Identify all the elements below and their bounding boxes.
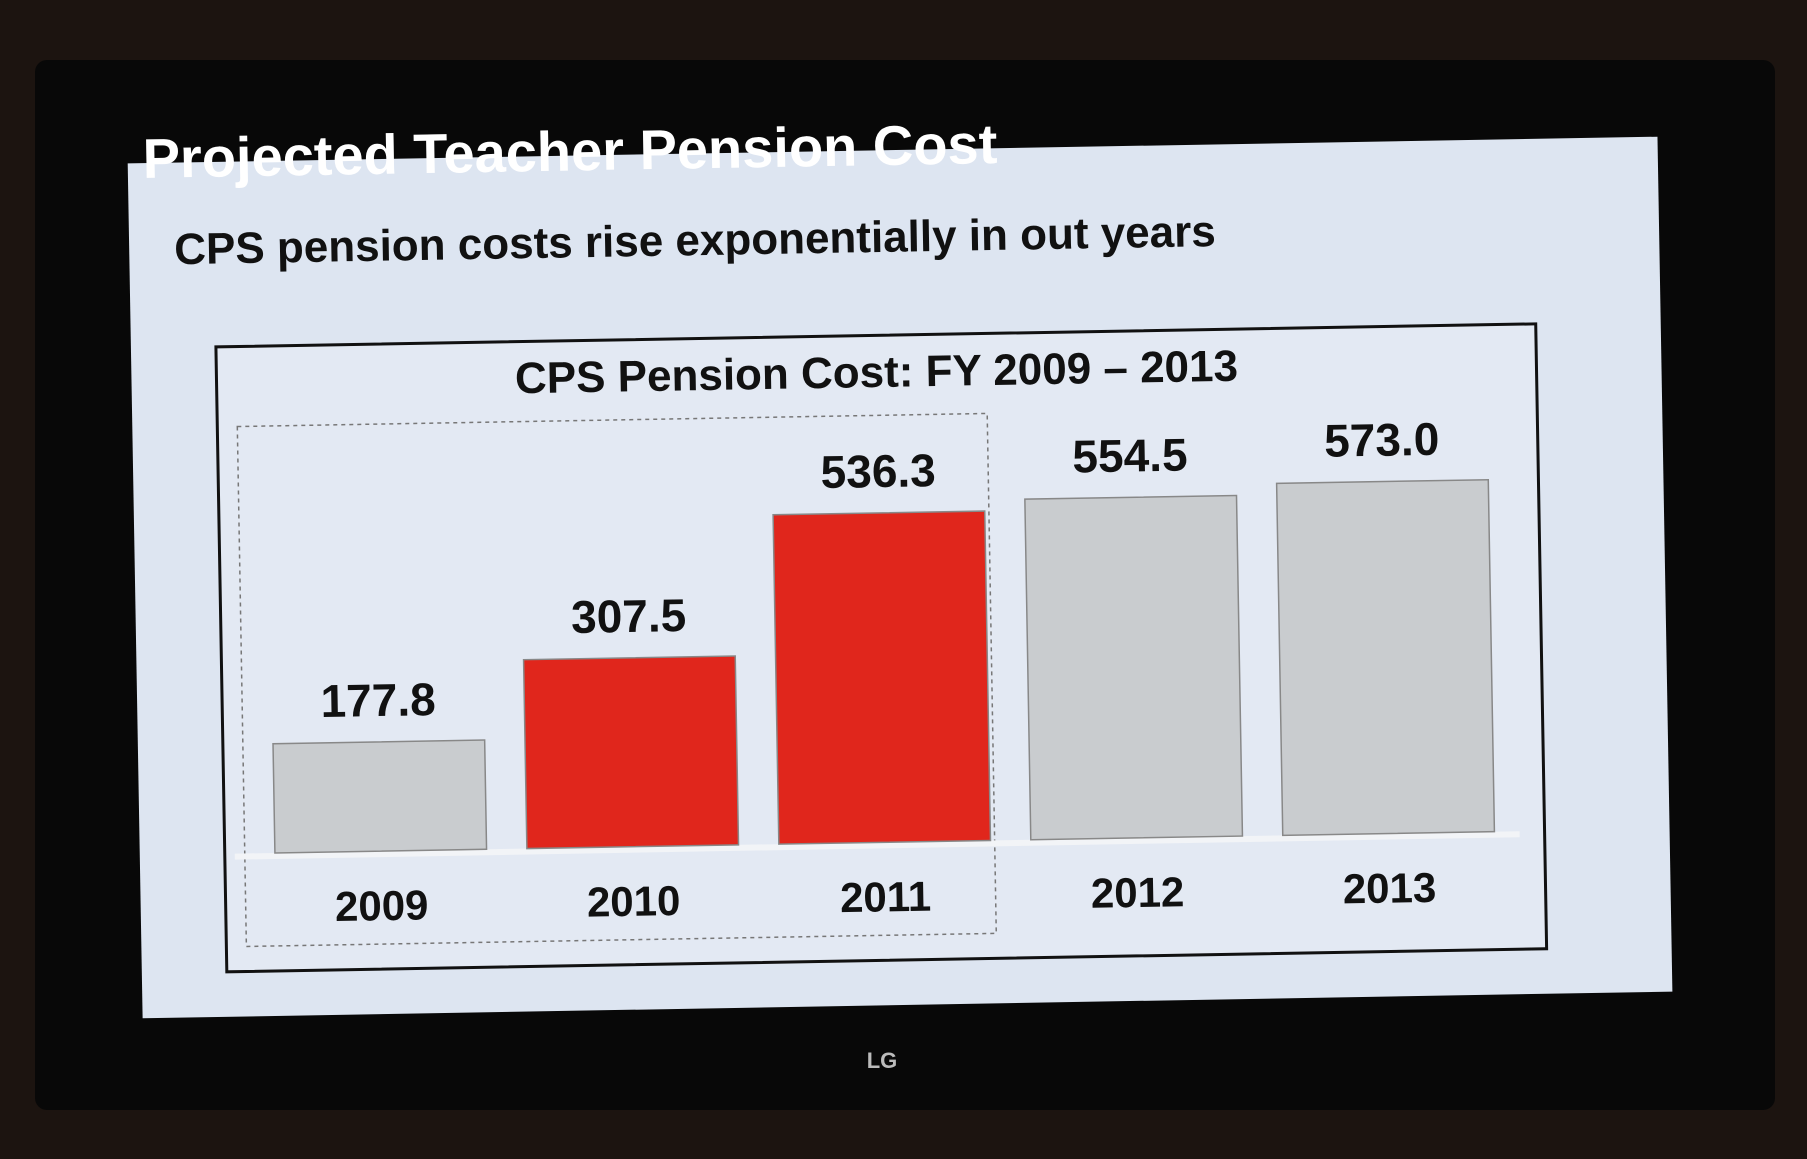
tv-brand: LG: [867, 1048, 898, 1073]
slide-title: Projected Teacher Pension Cost: [142, 112, 998, 190]
bar: [1024, 494, 1244, 841]
bar: [772, 510, 992, 845]
x-tick-label: 2013: [1342, 864, 1436, 913]
value-label: 554.5: [1072, 428, 1188, 482]
x-tick-label: 2010: [587, 877, 681, 926]
value-label: 536.3: [820, 444, 936, 498]
value-label: 573.0: [1324, 413, 1440, 467]
bar: [522, 655, 740, 850]
baseline: [234, 831, 1520, 860]
screen: Projected Teacher Pension Cost CPS pensi…: [127, 112, 1673, 1019]
x-tick-label: 2012: [1090, 868, 1184, 917]
x-tick-label: 2011: [840, 873, 932, 922]
highlight-box: [236, 412, 998, 948]
bar: [1275, 478, 1496, 837]
value-label: 177.8: [320, 673, 436, 727]
bar: [272, 739, 488, 854]
value-label: 307.5: [571, 589, 687, 643]
x-tick-label: 2009: [335, 881, 429, 930]
